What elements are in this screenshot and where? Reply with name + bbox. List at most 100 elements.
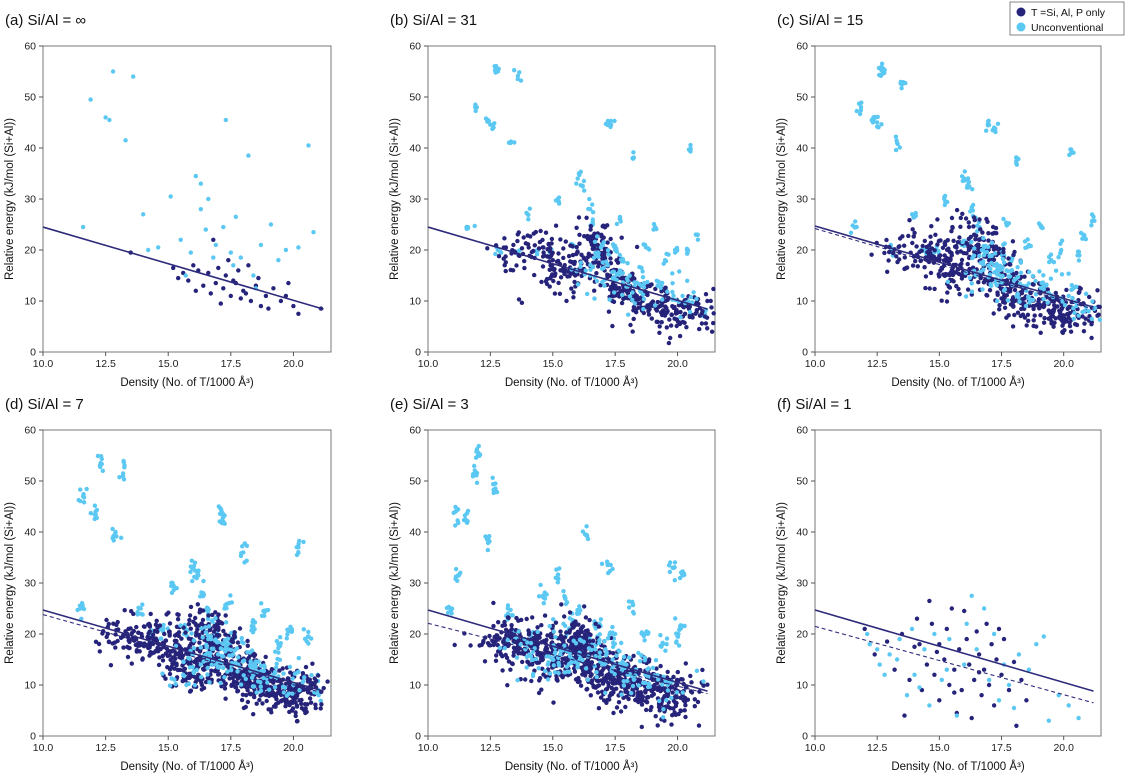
data-point — [203, 679, 209, 685]
data-point — [188, 604, 194, 610]
data-point — [245, 638, 250, 644]
data-point — [577, 604, 582, 609]
data-point — [283, 247, 289, 253]
data-point — [219, 653, 225, 659]
data-point — [258, 242, 264, 248]
data-point — [627, 294, 633, 299]
data-point — [619, 276, 624, 281]
data-point — [631, 653, 636, 659]
data-point — [79, 616, 84, 621]
data-point — [192, 574, 197, 580]
data-point — [522, 258, 527, 264]
data-point — [636, 650, 641, 656]
data-point — [614, 221, 620, 227]
data-point — [1034, 324, 1039, 329]
data-point — [966, 224, 972, 230]
data-point — [491, 623, 496, 629]
data-point — [210, 612, 215, 618]
data-point — [259, 601, 264, 606]
data-point — [678, 315, 683, 320]
data-point — [266, 306, 271, 311]
data-point — [897, 257, 902, 262]
data-point — [1069, 287, 1074, 292]
data-point — [278, 635, 283, 640]
data-point — [164, 612, 169, 617]
data-point — [167, 671, 173, 677]
data-point — [1050, 310, 1056, 315]
data-point — [547, 284, 552, 289]
data-point — [542, 253, 547, 258]
data-point — [491, 600, 496, 606]
data-point — [1067, 152, 1072, 158]
data-point — [993, 129, 998, 135]
data-point — [545, 677, 551, 682]
data-point — [1097, 304, 1103, 310]
data-point — [561, 246, 566, 251]
data-point — [218, 646, 223, 651]
data-point — [583, 268, 588, 273]
data-point — [609, 685, 614, 691]
data-point — [205, 672, 210, 677]
data-point — [518, 78, 524, 83]
data-point — [891, 251, 896, 256]
data-point — [960, 211, 965, 216]
data-point — [1009, 268, 1015, 273]
data-point — [685, 278, 690, 283]
data-point — [614, 653, 619, 658]
data-point — [511, 242, 516, 248]
data-point — [614, 258, 619, 263]
data-point — [273, 702, 279, 707]
data-point — [171, 587, 176, 593]
data-point — [625, 678, 630, 684]
data-point — [264, 698, 269, 704]
data-point — [515, 232, 520, 237]
data-point — [603, 653, 609, 658]
data-point — [1026, 294, 1031, 299]
data-point — [193, 621, 198, 626]
data-point — [1004, 268, 1009, 273]
data-point — [639, 724, 644, 730]
data-point — [661, 707, 666, 712]
data-point — [246, 153, 251, 158]
data-point — [913, 210, 918, 216]
data-point — [643, 245, 649, 250]
data-point — [189, 631, 194, 636]
data-point — [924, 662, 930, 667]
data-point — [1051, 324, 1056, 329]
data-point — [78, 487, 83, 492]
data-point — [886, 258, 891, 263]
y-tick-label: 40 — [409, 143, 421, 155]
data-point — [981, 606, 987, 611]
data-point — [197, 640, 202, 645]
data-point — [294, 703, 300, 708]
data-point — [75, 607, 80, 613]
data-point — [527, 652, 532, 657]
data-point — [140, 656, 145, 661]
data-point — [245, 688, 250, 693]
data-point — [208, 291, 213, 296]
data-point — [984, 292, 989, 298]
data-point — [657, 698, 662, 704]
data-point — [536, 666, 541, 671]
data-point — [687, 304, 692, 309]
data-point — [605, 240, 610, 245]
data-point — [928, 270, 934, 276]
data-point — [970, 187, 975, 192]
data-point — [569, 286, 574, 291]
data-point — [955, 249, 960, 255]
data-point — [122, 463, 127, 468]
data-point — [1041, 273, 1046, 278]
data-point — [1015, 310, 1021, 315]
data-point — [534, 251, 540, 256]
data-point — [490, 475, 495, 480]
data-point — [211, 629, 217, 634]
data-point — [476, 450, 481, 456]
data-point — [511, 653, 516, 658]
data-point — [1095, 288, 1100, 293]
data-point — [641, 306, 646, 312]
data-point — [624, 288, 629, 294]
data-point — [611, 710, 616, 716]
data-point — [989, 260, 994, 266]
data-point — [882, 70, 887, 76]
data-point — [895, 141, 900, 147]
